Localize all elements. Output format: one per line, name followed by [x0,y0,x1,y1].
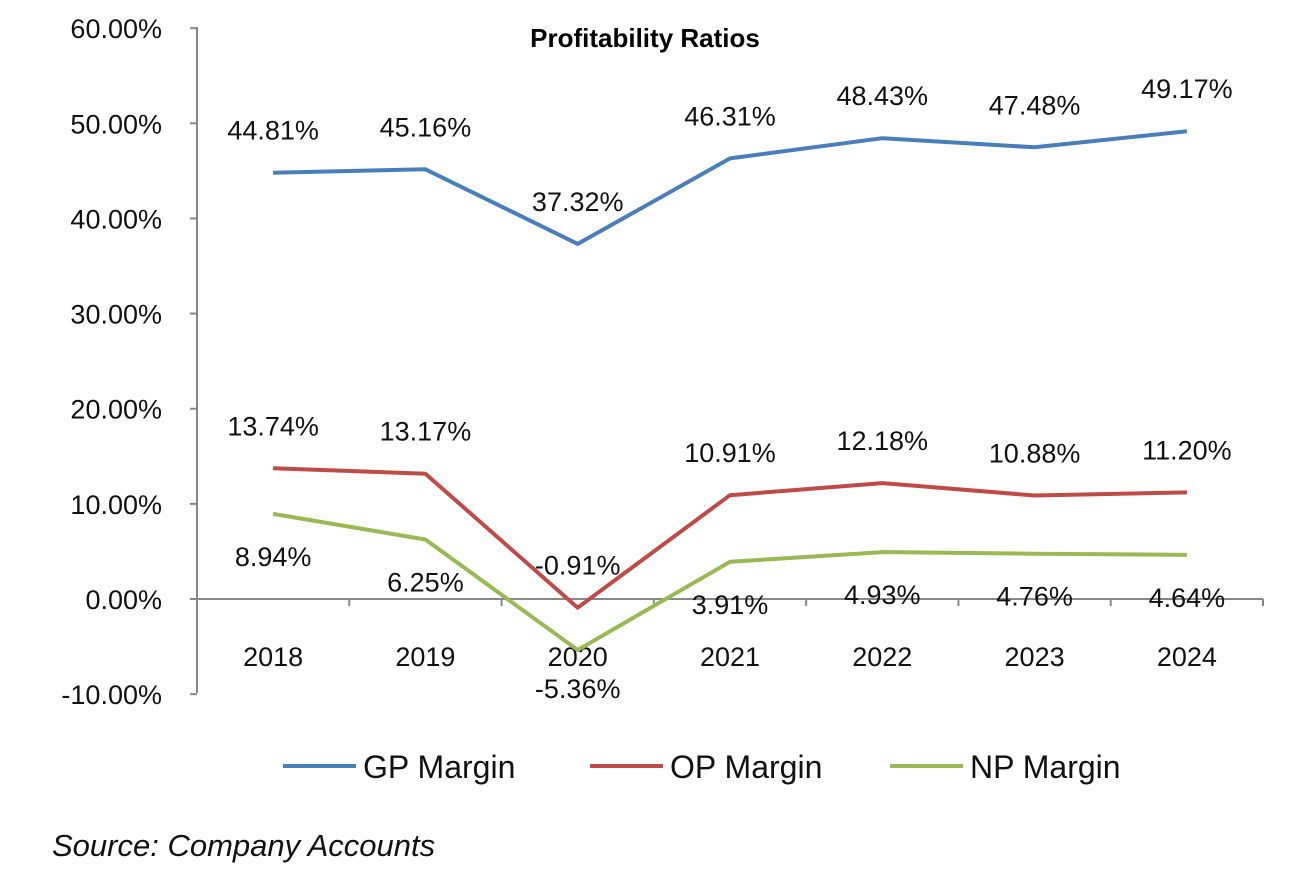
y-tick-label: 50.00% [70,109,162,139]
data-label: 49.17% [1141,74,1233,104]
data-label: 13.74% [227,411,319,441]
data-label: 4.93% [844,580,921,610]
data-label: 11.20% [1142,435,1232,465]
y-tick-label: 20.00% [70,395,162,425]
x-tick-label: 2023 [1005,642,1065,672]
series-line-op-margin [273,466,1187,610]
data-label: 37.32% [532,187,624,217]
source-note: Source: Company Accounts [52,828,436,863]
x-tick-label: 2021 [700,642,760,672]
y-tick-label: 40.00% [70,204,162,234]
y-tick-label: 10.00% [70,490,162,520]
legend-label: NP Margin [970,749,1121,785]
series-line-gp-margin [273,129,1188,246]
data-label: 48.43% [836,81,928,111]
data-label: 10.88% [989,438,1081,468]
chart-title: Profitability Ratios [530,23,760,53]
data-label: 47.48% [989,90,1081,120]
x-tick-label: 2018 [243,642,303,672]
data-label: 3.91% [692,590,769,620]
x-tick-label: 2024 [1157,642,1217,672]
data-label: 12.18% [836,426,928,456]
data-label: 44.81% [227,116,319,146]
y-tick-label: 30.00% [70,300,162,330]
data-label: 6.25% [387,568,464,598]
y-tick-label: 0.00% [85,585,162,615]
y-tick-label: 60.00% [70,14,162,44]
data-label: 13.17% [380,417,472,447]
legend-label: OP Margin [670,749,822,785]
data-label: 4.64% [1149,583,1226,613]
y-tick-label: -10.00% [61,680,162,710]
x-tick-label: 2019 [395,642,455,672]
data-label: 8.94% [235,542,312,572]
series-line-np-margin [272,511,1187,652]
x-tick-label: 2022 [852,642,912,672]
data-label: 46.31% [684,101,776,131]
x-tick-label: 2020 [548,642,608,672]
data-label: 4.76% [996,582,1073,612]
data-label: -0.91% [535,551,621,581]
legend-label: GP Margin [363,749,515,785]
data-label: 45.16% [380,112,472,142]
data-label: 10.91% [684,438,776,468]
data-label: -5.36% [535,674,621,704]
